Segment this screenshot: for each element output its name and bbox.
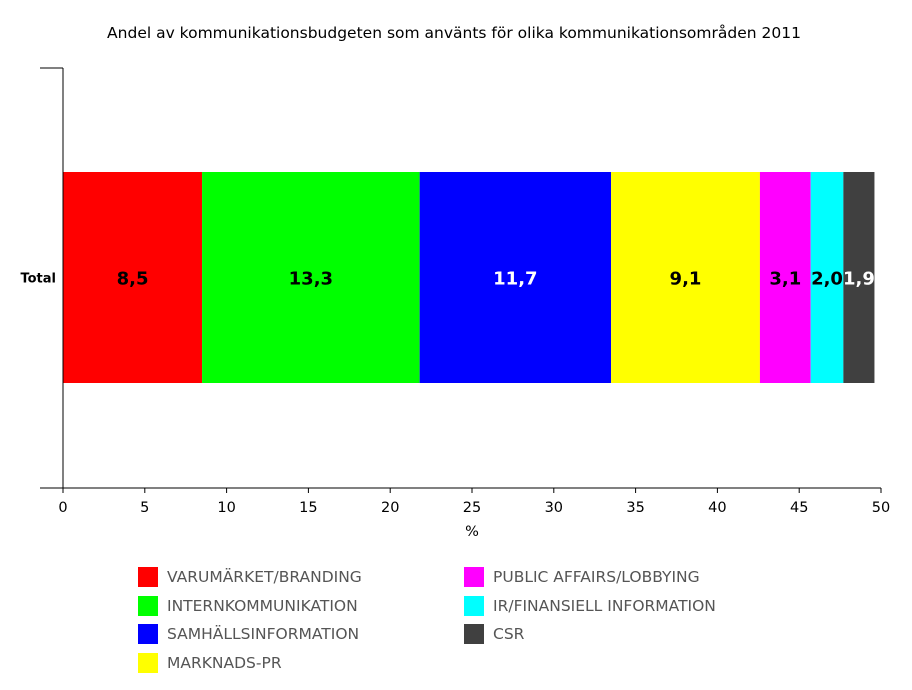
- data-label: 13,3: [289, 269, 333, 290]
- x-tick-label: 50: [872, 500, 890, 516]
- x-tick-label: 20: [381, 500, 399, 516]
- legend-label: IR/FINANSIELL INFORMATION: [493, 596, 716, 615]
- data-label: 11,7: [493, 269, 537, 290]
- stacked-bar-chart: Andel av kommunikationsbudgeten som anvä…: [20, 24, 890, 540]
- x-tick-label: 5: [140, 500, 149, 516]
- x-tick-label: 40: [708, 500, 726, 516]
- data-label: 2,0: [811, 269, 843, 290]
- legend-label: SAMHÄLLSINFORMATION: [167, 625, 360, 644]
- x-tick-label: 35: [626, 500, 644, 516]
- legend-label: MARKNADS-PR: [167, 653, 282, 672]
- x-tick-label: 10: [217, 500, 235, 516]
- x-tick-label: 25: [463, 500, 481, 516]
- x-axis-label: %: [465, 524, 479, 540]
- x-tick-label: 45: [790, 500, 808, 516]
- bar-segment: [63, 172, 203, 383]
- bar-segment: [611, 172, 760, 383]
- legend-label: CSR: [493, 625, 525, 644]
- legend-item: VARUMÄRKET/BRANDING: [138, 566, 362, 588]
- legend-swatch: [138, 624, 158, 645]
- data-label: 9,1: [670, 269, 702, 290]
- bar-segment: [202, 172, 420, 383]
- legend-swatch: [138, 652, 158, 673]
- legend-swatch: [138, 567, 158, 587]
- x-tick-label: 15: [299, 500, 317, 516]
- x-tick-label: 0: [58, 500, 67, 516]
- legend-swatch: [464, 567, 484, 587]
- chart-title: Andel av kommunikationsbudgeten som anvä…: [107, 24, 801, 42]
- legend-label: VARUMÄRKET/BRANDING: [167, 568, 362, 586]
- y-category-label: Total: [20, 272, 56, 287]
- legend-swatch: [138, 595, 158, 616]
- plot-area: 8,5 13,3 11,7 9,1 3,1 2,0 1,9 0 5 10 15 20 25 30 35 40 4…: [20, 67, 890, 516]
- data-label: 8,5: [117, 269, 149, 290]
- bar-segment: [843, 172, 875, 383]
- legend-item: CSR: [464, 623, 524, 645]
- bar-segment: [419, 172, 612, 383]
- x-tick-label: 30: [545, 500, 563, 516]
- legend-item: IR/FINANSIELL INFORMATION: [464, 595, 716, 617]
- legend-item: MARKNADS-PR: [138, 652, 282, 674]
- legend: VARUMÄRKET/BRANDING INTERNKOMMUNIKATION SA…: [138, 566, 818, 686]
- legend-label: PUBLIC AFFAIRS/LOBBYING: [493, 568, 700, 586]
- legend-item: INTERNKOMMUNIKATION: [138, 595, 358, 617]
- bar-segment: [810, 172, 844, 383]
- legend-item: PUBLIC AFFAIRS/LOBBYING: [464, 566, 700, 588]
- legend-swatch: [464, 624, 484, 645]
- legend-label: INTERNKOMMUNIKATION: [167, 596, 358, 615]
- data-label: 1,9: [843, 269, 875, 290]
- bar-segment: [759, 172, 811, 383]
- data-label: 3,1: [769, 269, 801, 290]
- legend-item: SAMHÄLLSINFORMATION: [138, 623, 359, 645]
- legend-swatch: [464, 595, 484, 616]
